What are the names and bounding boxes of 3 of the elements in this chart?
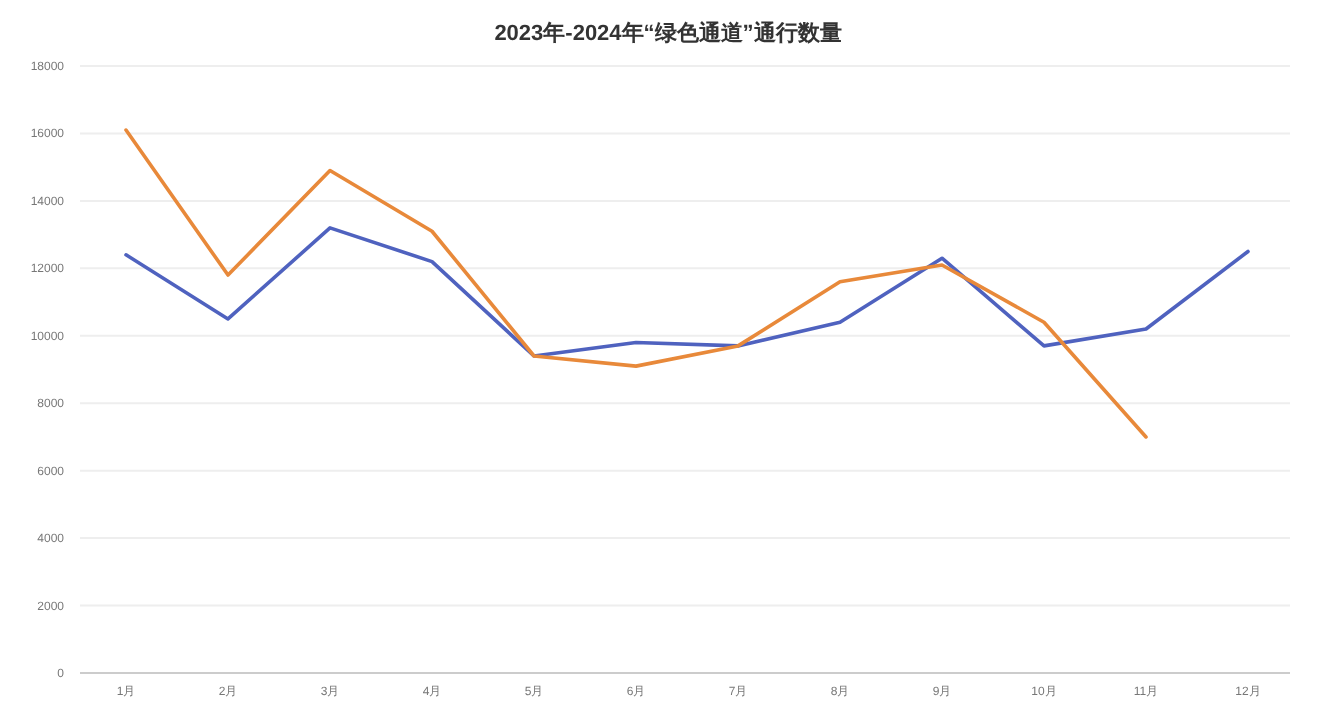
line-series xyxy=(124,128,1148,439)
chart-title: 2023年-2024年“绿色通道”通行数量 xyxy=(494,20,842,46)
line-series xyxy=(124,226,1250,358)
